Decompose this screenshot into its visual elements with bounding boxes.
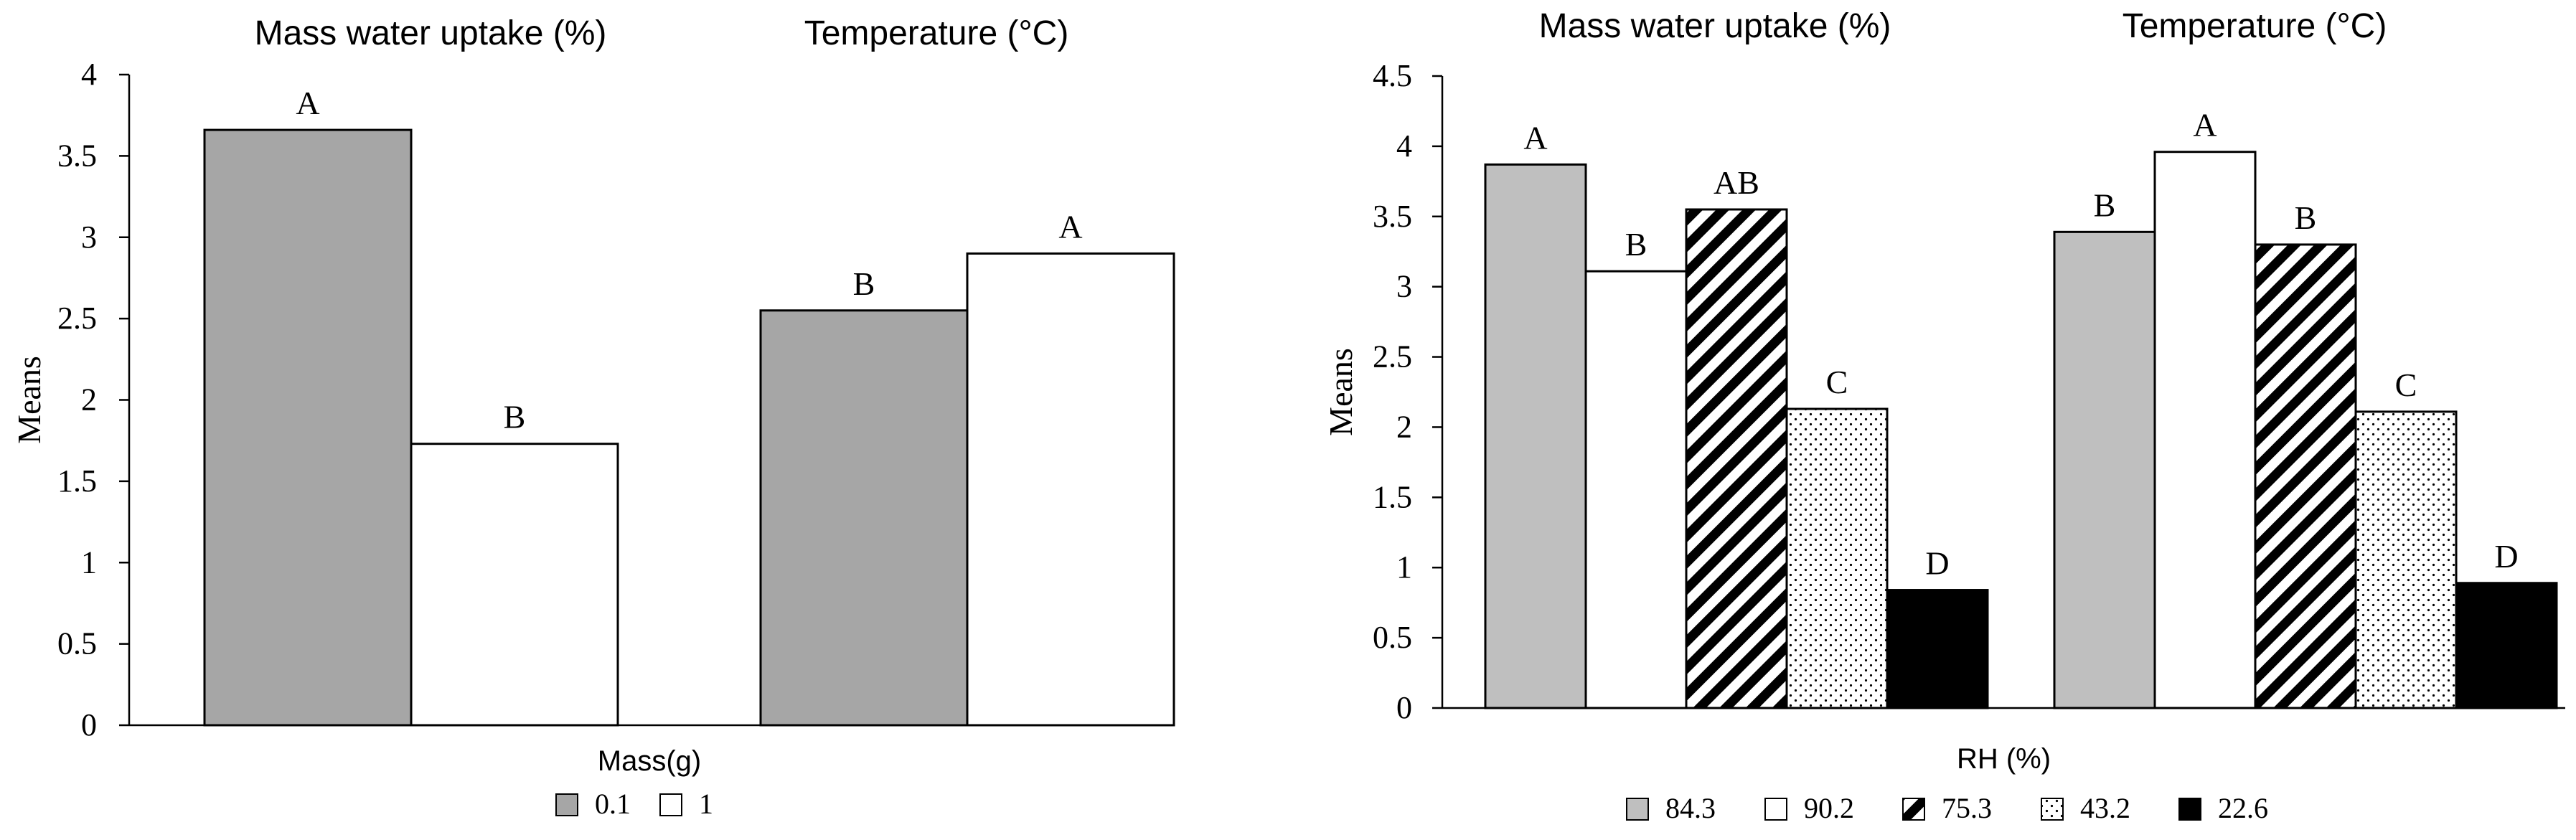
y-tick-label: 2.5 [57,301,97,336]
bar [1484,163,1587,709]
y-axis-label: Means [1322,348,1359,436]
bar [2254,243,2357,709]
bar-letter-label: D [2494,538,2518,575]
group-title: Temperature (°C) [2123,7,2387,45]
bar [759,309,969,727]
legend-label: 22.6 [2218,792,2268,824]
bar-letter-label: B [504,399,526,435]
group-title: Mass water uptake (%) [1539,7,1891,45]
bar-letter-label: A [296,85,319,121]
y-tick-label: 2 [1396,409,1412,444]
group-title: Mass water uptake (%) [255,14,607,52]
y-tick-label: 0 [1396,690,1412,725]
y-tick-label: 4 [1396,128,1412,164]
y-tick-label: 3 [1396,269,1412,304]
x-axis-label: RH (%) [1957,743,2051,775]
y-tick-label: 3 [81,220,97,255]
y-tick-label: 1 [81,544,97,580]
legend-swatch [555,793,578,816]
chart-mass-effect: Mass water uptake (%) Temperature (°C) 0 0.… [11,14,1175,820]
bar [2153,151,2257,709]
y-tick-label: 4 [81,57,97,92]
y-tick-label: 1.5 [1373,479,1412,514]
y-tick-label: 1.5 [57,463,97,499]
bar-letter-label: A [2193,107,2217,143]
bar [1685,208,1788,709]
y-tick-label: 0.5 [1373,620,1412,655]
bar [1785,407,1889,709]
bar [1584,270,1688,709]
legend-label: 75.3 [1942,792,1992,824]
bar-letter-label: D [1925,545,1949,582]
legend-swatch [659,793,682,816]
bar-letter-label: B [1625,226,1647,263]
legend-label: 1 [699,788,713,820]
legend-swatch [1764,798,1787,821]
y-tick-label: 0.5 [57,626,97,661]
bar [1886,589,1989,709]
legend-swatch [1626,798,1649,821]
bar [966,252,1175,727]
bar [410,443,619,727]
bar [2053,230,2156,709]
bar [2354,410,2458,709]
bar-letter-label: B [2094,187,2116,223]
bar [2455,582,2558,709]
chart-rh-effect: Mass water uptake (%) Temperature (°C) 0 0.… [1322,7,2565,824]
y-tick-label: 3.5 [1373,199,1412,234]
y-tick-label: 0 [81,707,97,742]
bar-letter-label: C [2395,367,2417,403]
group-title: Temperature (°C) [804,14,1069,52]
y-axis-label: Means [11,356,47,444]
y-tick-label: 4.5 [1373,58,1412,93]
bar-letter-label: A [1523,119,1547,156]
y-tick-label: 3.5 [57,138,97,173]
legend-label: 90.2 [1804,792,1854,824]
y-tick-label: 1 [1396,549,1412,585]
legend-swatch [2178,798,2201,821]
bar-letter-label: B [853,265,875,302]
x-axis-label: Mass(g) [598,745,701,777]
bar-letter-label: B [2295,199,2317,236]
legend-label: 84.3 [1665,792,1716,824]
legend-swatch [2041,798,2064,821]
legend-swatch [1902,798,1925,821]
legend-label: 43.2 [2080,792,2130,824]
legend-label: 0.1 [595,788,631,820]
y-tick-label: 2.5 [1373,339,1412,374]
y-tick-label: 2 [81,382,97,417]
bar-letter-label: A [1058,208,1082,245]
bar-letter-label: C [1826,364,1848,400]
bar [203,128,413,727]
bar-letter-label: AB [1714,164,1759,201]
